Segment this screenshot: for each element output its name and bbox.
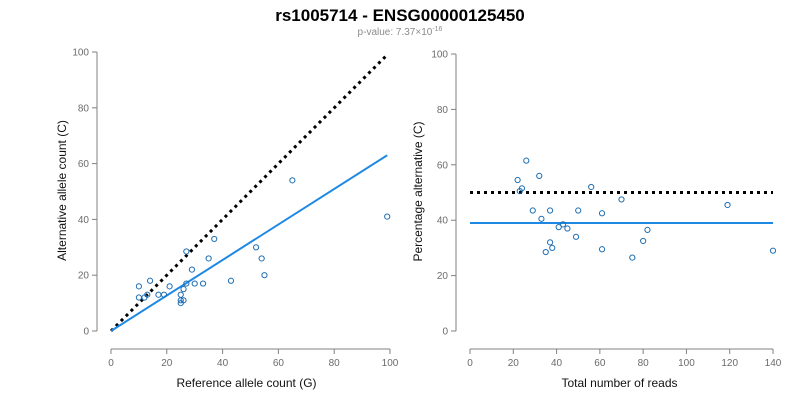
- data-point: [177, 291, 184, 298]
- chart-subtitle: p-value: 7.37×10-16: [358, 26, 443, 38]
- data-point: [529, 207, 536, 214]
- data-point: [205, 255, 212, 262]
- data-point: [629, 254, 636, 261]
- y-tick-label: 0: [83, 327, 89, 338]
- x-tick-label: 140: [765, 358, 782, 369]
- data-point: [549, 244, 556, 251]
- data-point: [538, 215, 545, 222]
- y-tick-label: 40: [437, 216, 449, 227]
- data-point: [191, 280, 198, 287]
- data-point: [135, 283, 142, 290]
- data-point: [572, 233, 580, 240]
- data-point: [523, 157, 530, 164]
- fit-line: [110, 154, 388, 332]
- x-tick-label: 40: [217, 358, 229, 369]
- x-axis-label: Reference allele count (G): [176, 376, 316, 390]
- data-point: [211, 235, 218, 243]
- x-tick-label: 120: [721, 358, 738, 369]
- y-tick-label: 60: [78, 159, 90, 170]
- data-point: [724, 201, 731, 209]
- x-tick-label: 60: [594, 358, 606, 369]
- data-point: [618, 196, 625, 203]
- data-point: [769, 247, 777, 254]
- data-point: [146, 277, 154, 284]
- y-tick-label: 100: [72, 48, 89, 59]
- left-scatter-panel: 0 20 40 60 80 100 0 20 40 60 80 100 Reference allele…: [55, 48, 399, 391]
- x-tick-label: 80: [329, 358, 341, 369]
- data-point: [542, 248, 549, 256]
- data-point: [180, 297, 187, 304]
- pvalue-exponent: -16: [432, 26, 442, 33]
- data-point: [514, 176, 521, 184]
- data-point: [135, 294, 142, 301]
- pvalue-prefix: p-value: 7.37×10: [358, 27, 433, 38]
- data-point: [516, 188, 523, 195]
- reference-line: [109, 53, 389, 333]
- y-tick-label: 0: [442, 327, 448, 338]
- x-tick-label: 0: [467, 358, 473, 369]
- x-tick-label: 80: [638, 358, 650, 369]
- data-point: [588, 183, 595, 191]
- data-point: [199, 280, 207, 287]
- data-point: [644, 226, 651, 233]
- data-point: [598, 210, 606, 217]
- data-point: [188, 266, 196, 273]
- data-point: [546, 239, 554, 246]
- data-point: [289, 177, 296, 184]
- data-point: [252, 244, 260, 251]
- data-point: [261, 272, 268, 279]
- data-point: [183, 248, 190, 255]
- y-tick-label: 20: [78, 271, 90, 282]
- y-axis-label: Alternative allele count (C): [55, 120, 69, 261]
- data-point: [144, 291, 151, 298]
- x-tick-label: 100: [382, 358, 399, 369]
- data-point: [258, 255, 265, 262]
- data-point: [555, 224, 562, 231]
- data-point: [575, 207, 582, 214]
- x-tick-label: 100: [678, 358, 695, 369]
- x-tick-label: 40: [551, 358, 563, 369]
- data-point: [559, 221, 567, 228]
- data-point: [546, 207, 554, 214]
- data-point: [640, 237, 647, 245]
- y-tick-label: 100: [431, 50, 448, 61]
- y-tick-label: 80: [78, 103, 90, 114]
- data-point: [180, 286, 187, 293]
- data-point: [564, 225, 571, 232]
- data-point: [183, 280, 190, 287]
- x-axis-label: Total number of reads: [561, 376, 677, 390]
- data-point: [536, 172, 543, 179]
- x-tick-label: 20: [161, 358, 173, 369]
- chart-title: rs1005714 - ENSG00000125450: [275, 6, 525, 25]
- data-point: [384, 213, 391, 220]
- x-tick-label: 0: [108, 358, 114, 369]
- x-tick-label: 20: [508, 358, 520, 369]
- data-point: [160, 291, 168, 298]
- y-axis-label: Percentage alternative (C): [411, 121, 425, 261]
- data-point: [166, 283, 173, 290]
- y-tick-label: 20: [437, 271, 449, 282]
- data-point: [598, 246, 606, 253]
- data-point: [227, 277, 235, 284]
- y-tick-label: 80: [437, 105, 449, 116]
- data-point: [155, 291, 162, 298]
- y-tick-label: 40: [78, 215, 90, 226]
- x-tick-label: 60: [273, 358, 285, 369]
- y-tick-label: 60: [437, 160, 449, 171]
